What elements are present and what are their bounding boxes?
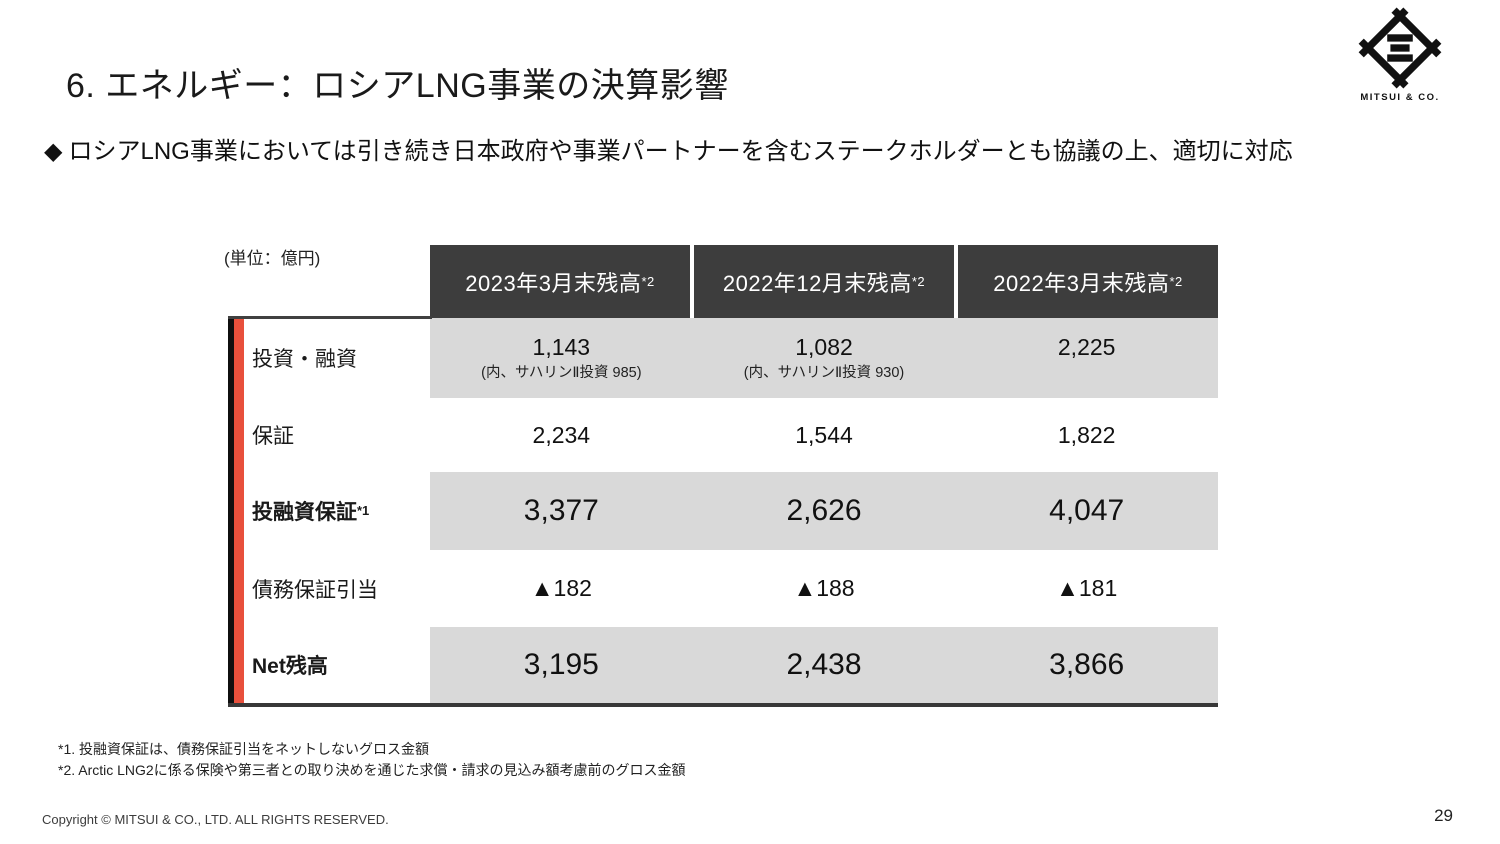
table-cell: ▲188 <box>793 575 855 601</box>
table-cell: 2,234 <box>532 421 591 448</box>
left-accent-bar-red <box>234 319 244 703</box>
mitsui-logo: MITSUI & CO. <box>1348 6 1452 103</box>
row-data: ▲182 ▲188 ▲181 <box>430 550 1218 627</box>
page-number: 29 <box>1434 806 1453 825</box>
table-cell: 1,822 <box>1057 421 1116 448</box>
column-header-2022mar: 2022年3月末残高 *2 <box>958 245 1218 318</box>
logo-wordmark: MITSUI & CO. <box>1360 92 1440 103</box>
row-label: 投融資保証 *1 <box>228 472 430 550</box>
table-body: 投資・融資 1,143 (内、サハリンⅡ投資 985) 1,082 (内、サハリンⅡ… <box>228 318 1218 703</box>
balance-table: 2023年3月末残高 *2 2022年12月末残高 *2 2022年3月末残高 *2 … <box>228 245 1218 711</box>
table-cell: 1,082 (内、サハリンⅡ投資 930) <box>743 333 905 381</box>
footnotes: *1. 投融資保証は、債務保証引当をネットしないグロス金額 *2. Arctic… <box>58 739 686 781</box>
table-cell: 1,544 <box>795 421 853 448</box>
table-cell: ▲181 <box>1056 575 1118 601</box>
footnote-2: *2. Arctic LNG2に係る保険や第三者との取り決めを通じた求償・請求の… <box>58 762 686 778</box>
copyright: Copyright © MITSUI & CO., LTD. ALL RIGHT… <box>42 812 389 827</box>
table-header-row: 2023年3月末残高 *2 2022年12月末残高 *2 2022年3月末残高 *2 <box>430 245 1218 318</box>
table-cell: 3,195 <box>523 648 599 681</box>
row-label: 投資・融資 <box>228 318 430 398</box>
row-label: 債務保証引当 <box>228 550 430 627</box>
diamond-bullet-icon: ◆ <box>44 138 63 165</box>
table-bottom-border <box>228 703 1218 707</box>
cell-caption: (内、サハリンⅡ投資 985) <box>481 364 642 381</box>
column-header-2023mar: 2023年3月末残高 *2 <box>430 245 690 318</box>
key-message: ◆ ロシアLNG事業においては引き続き日本政府や事業パートナーを含むステークホルダ… <box>44 131 1293 166</box>
table-cell: ▲182 <box>530 575 592 601</box>
row-data: 2,234 1,544 1,822 <box>430 398 1218 472</box>
page-title: 6. エネルギー：ロシアLNG事業の決算影響 <box>66 67 729 105</box>
table-row-investment-loans: 投資・融資 1,143 (内、サハリンⅡ投資 985) 1,082 (内、サハリンⅡ… <box>228 318 1218 398</box>
row-label: Net残高 <box>228 627 430 703</box>
table-cell: 2,438 <box>786 648 862 681</box>
table-cell: 4,047 <box>1049 494 1125 527</box>
mitsui-diamond-icon <box>1358 7 1442 89</box>
table-cell: 2,225 <box>1057 333 1116 360</box>
table-top-border <box>228 316 432 319</box>
row-data: 3,377 2,626 4,047 <box>430 472 1218 550</box>
row-data: 1,143 (内、サハリンⅡ投資 985) 1,082 (内、サハリンⅡ投資 930… <box>430 318 1218 398</box>
cell-caption: (内、サハリンⅡ投資 930) <box>743 364 905 381</box>
column-header-2022dec: 2022年12月末残高 *2 <box>694 245 954 318</box>
table-cell: 3,866 <box>1049 648 1125 681</box>
table-row-guarantee-provision: 債務保証引当 ▲182 ▲188 ▲181 <box>228 550 1218 627</box>
unit-label: (単位：億円) <box>224 249 321 268</box>
key-message-text: ロシアLNG事業においては引き続き日本政府や事業パートナーを含むステークホルダー… <box>68 138 1293 165</box>
row-label: 保証 <box>228 398 430 472</box>
table-cell: 1,143 (内、サハリンⅡ投資 985) <box>481 333 642 381</box>
table-row-guarantees: 保証 2,234 1,544 1,822 <box>228 398 1218 472</box>
footnote-1: *1. 投融資保証は、債務保証引当をネットしないグロス金額 <box>58 741 430 757</box>
left-accent-bar-black <box>228 319 234 703</box>
table-cell: 3,377 <box>523 494 599 527</box>
row-data: 3,195 2,438 3,866 <box>430 627 1218 703</box>
table-row-net-balance: Net残高 3,195 2,438 3,866 <box>228 627 1218 703</box>
table-row-investment-loans-guarantees: 投融資保証 *1 3,377 2,626 4,047 <box>228 472 1218 550</box>
table-cell: 2,626 <box>786 494 862 527</box>
